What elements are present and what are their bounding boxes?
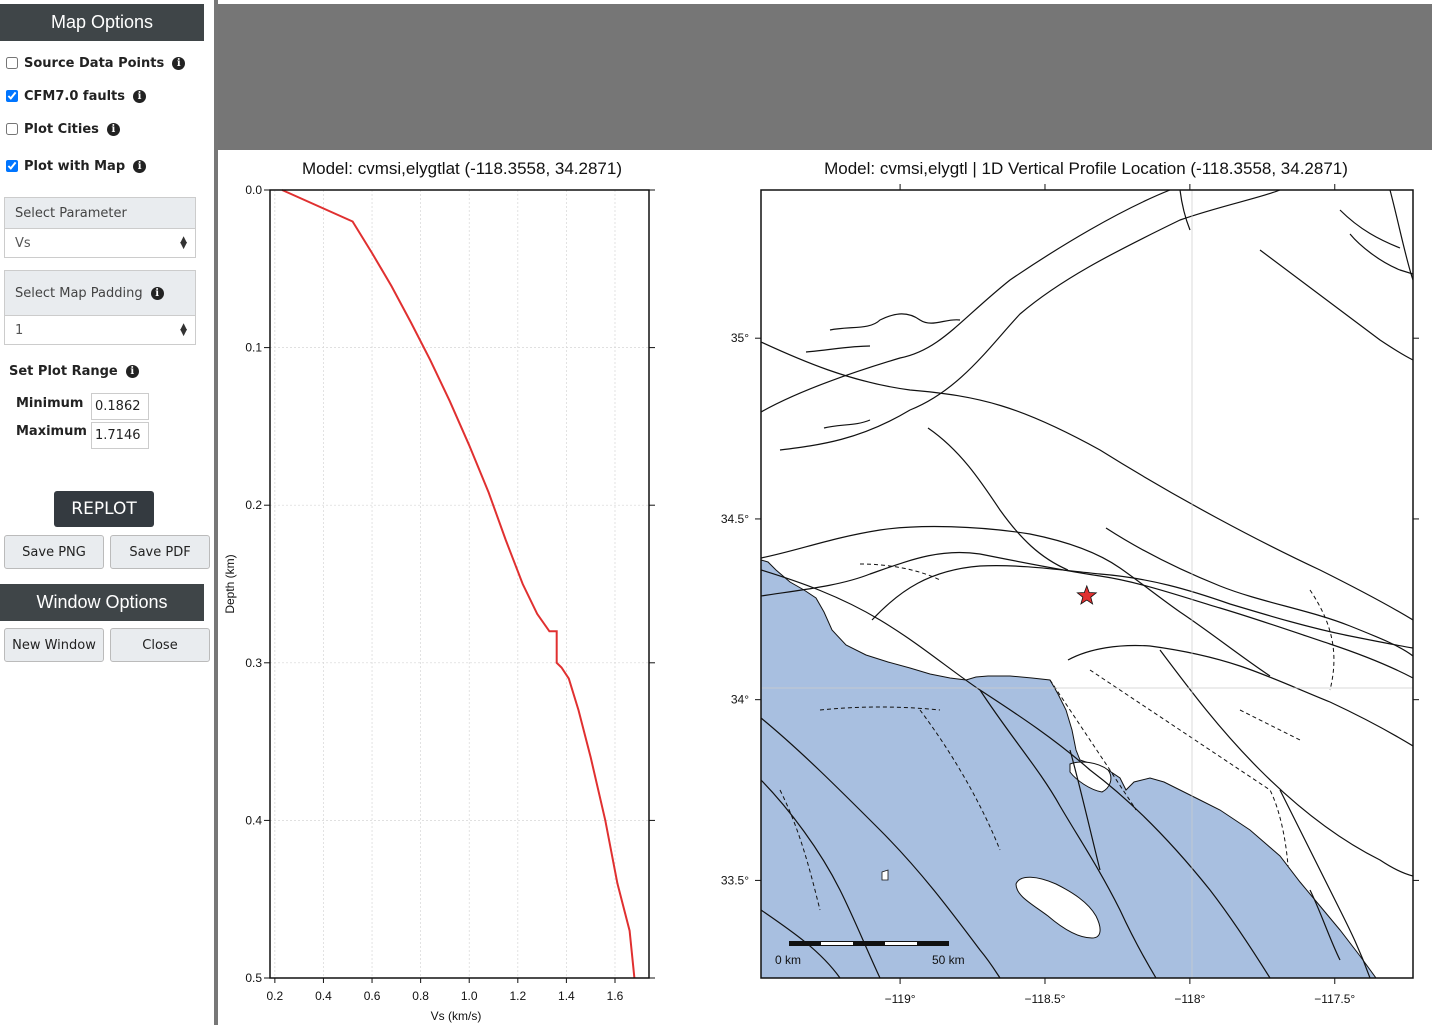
save-pdf-button[interactable]: Save PDF [110,535,210,569]
save-png-button[interactable]: Save PNG [4,535,104,569]
select-map-padding-label: Select Map Padding [15,285,143,301]
map-y-tick-label: 35° [731,331,749,345]
minimum-input[interactable]: 0.1862 [91,393,149,420]
plot-area: Model: cvmsi,elygtlat (-118.3558, 34.287… [220,150,1432,1025]
set-plot-range-row: Set Plot Range i [9,364,139,379]
chevron-updown-icon: ▲ ▼ [180,322,187,338]
y-tick-label: 0.5 [245,971,262,985]
profile-frame [269,189,650,979]
map-content [761,190,1413,978]
plot-cities-label: Plot Cities [24,121,99,137]
map-options-header: Map Options [0,4,204,41]
replot-button[interactable]: REPLOT [54,491,154,527]
source-data-points-option[interactable]: Source Data Points i [4,54,186,72]
profile-chart: Model: cvmsi,elygtlat (-118.3558, 34.287… [223,159,655,1023]
y-tick-label: 0.1 [245,341,262,355]
select-map-padding-dropdown[interactable]: 1 ▲ ▼ [5,316,195,344]
profile-location-star [1076,584,1098,605]
plot-figure: Model: cvmsi,elygtlat (-118.3558, 34.287… [223,159,1419,1023]
info-icon[interactable]: i [106,122,120,136]
profile-chart-title: Model: cvmsi,elygtlat (-118.3558, 34.287… [302,159,622,178]
island [1015,876,1101,939]
x-tick-label: 1.0 [461,989,478,1003]
info-icon[interactable]: i [125,365,139,378]
source-data-points-checkbox[interactable] [6,57,18,69]
window-options-header: Window Options [0,584,204,621]
plot-cities-option[interactable]: Plot Cities i [4,120,120,138]
info-icon[interactable]: i [133,89,147,103]
scale-bar: 0 km 50 km [775,941,965,967]
info-icon[interactable]: i [150,286,164,300]
map-x-tick-label: −117.5° [1314,992,1355,1006]
profile-grid [270,189,649,979]
y-tick-label: 0.4 [245,813,262,827]
map-grid [761,190,1413,978]
plot-with-map-label: Plot with Map [24,158,126,174]
source-data-points-label: Source Data Points [24,55,165,71]
island [1069,761,1112,793]
map-title: Model: cvmsi,elygtl | 1D Vertical Profil… [824,159,1348,178]
plot-cities-checkbox[interactable] [6,123,18,135]
sidebar: Map Options Source Data Points i CFM7.0 … [0,0,214,1025]
profile-xlabel: Vs (km/s) [431,1009,482,1023]
map-x-tick-label: −118° [1174,992,1205,1006]
dashed-fault-lines [779,563,1335,911]
new-window-button[interactable]: New Window [4,628,104,662]
set-plot-range-label: Set Plot Range [9,364,118,379]
map-x-tick-label: −119° [885,992,916,1006]
select-parameter-dropdown[interactable]: Vs ▲ ▼ [5,229,195,257]
select-parameter-value: Vs [15,235,31,251]
select-parameter-group: Select Parameter Vs ▲ ▼ [4,197,196,258]
select-parameter-label: Select Parameter [5,198,195,229]
plot-with-map-option[interactable]: Plot with Map i [4,157,147,175]
profile-ylabel: Depth (km) [223,554,237,613]
scale-bar-left-label: 0 km [775,953,801,967]
map-y-tick-label: 34.5° [721,512,749,526]
info-icon[interactable]: i [133,159,147,173]
minimum-label: Minimum [16,396,84,411]
info-icon[interactable]: i [172,56,186,70]
x-tick-label: 0.6 [364,989,381,1003]
map-frame [760,189,1414,979]
select-map-padding-group: Select Map Padding i 1 ▲ ▼ [4,270,196,345]
x-tick-label: 1.2 [509,989,526,1003]
chevron-updown-icon: ▲ ▼ [180,235,187,251]
select-map-padding-value: 1 [15,322,24,338]
plot-toolbar-area [218,4,1432,150]
scale-bar-right-label: 50 km [932,953,965,967]
x-tick-label: 1.4 [558,989,575,1003]
x-tick-label: 0.8 [412,989,429,1003]
y-tick-label: 0.0 [245,183,262,197]
location-map: Model: cvmsi,elygtl | 1D Vertical Profil… [721,159,1419,1006]
cfm-faults-label: CFM7.0 faults [24,88,126,104]
island [881,869,889,881]
panel-divider[interactable] [214,0,218,1025]
x-tick-label: 1.6 [607,989,624,1003]
map-ticks: −119° −118.5° −118° −117.5° 33.5° 34° 34.5° 35° [721,184,1419,1006]
close-button[interactable]: Close [110,628,210,662]
cfm-faults-checkbox[interactable] [6,90,18,102]
maximum-label: Maximum [16,424,87,439]
maximum-input[interactable]: 1.7146 [91,422,149,449]
profile-ticks: 0.2 0.4 0.6 0.8 1.0 1.2 1.4 1.6 0.0 0.1 0.2 0.3 0.4 0… [245,183,655,1003]
map-x-tick-label: −118.5° [1025,992,1066,1006]
map-y-tick-label: 34° [731,693,749,707]
select-map-padding-label-row: Select Map Padding i [5,271,195,316]
x-tick-label: 0.2 [267,989,284,1003]
map-y-tick-label: 33.5° [721,873,749,887]
y-tick-label: 0.2 [245,498,262,512]
ocean-area [761,559,1377,978]
cfm-faults-option[interactable]: CFM7.0 faults i [4,87,147,105]
y-tick-label: 0.3 [245,656,262,670]
x-tick-label: 0.4 [315,989,332,1003]
profile-series-line [281,189,636,979]
plot-with-map-checkbox[interactable] [6,160,18,172]
